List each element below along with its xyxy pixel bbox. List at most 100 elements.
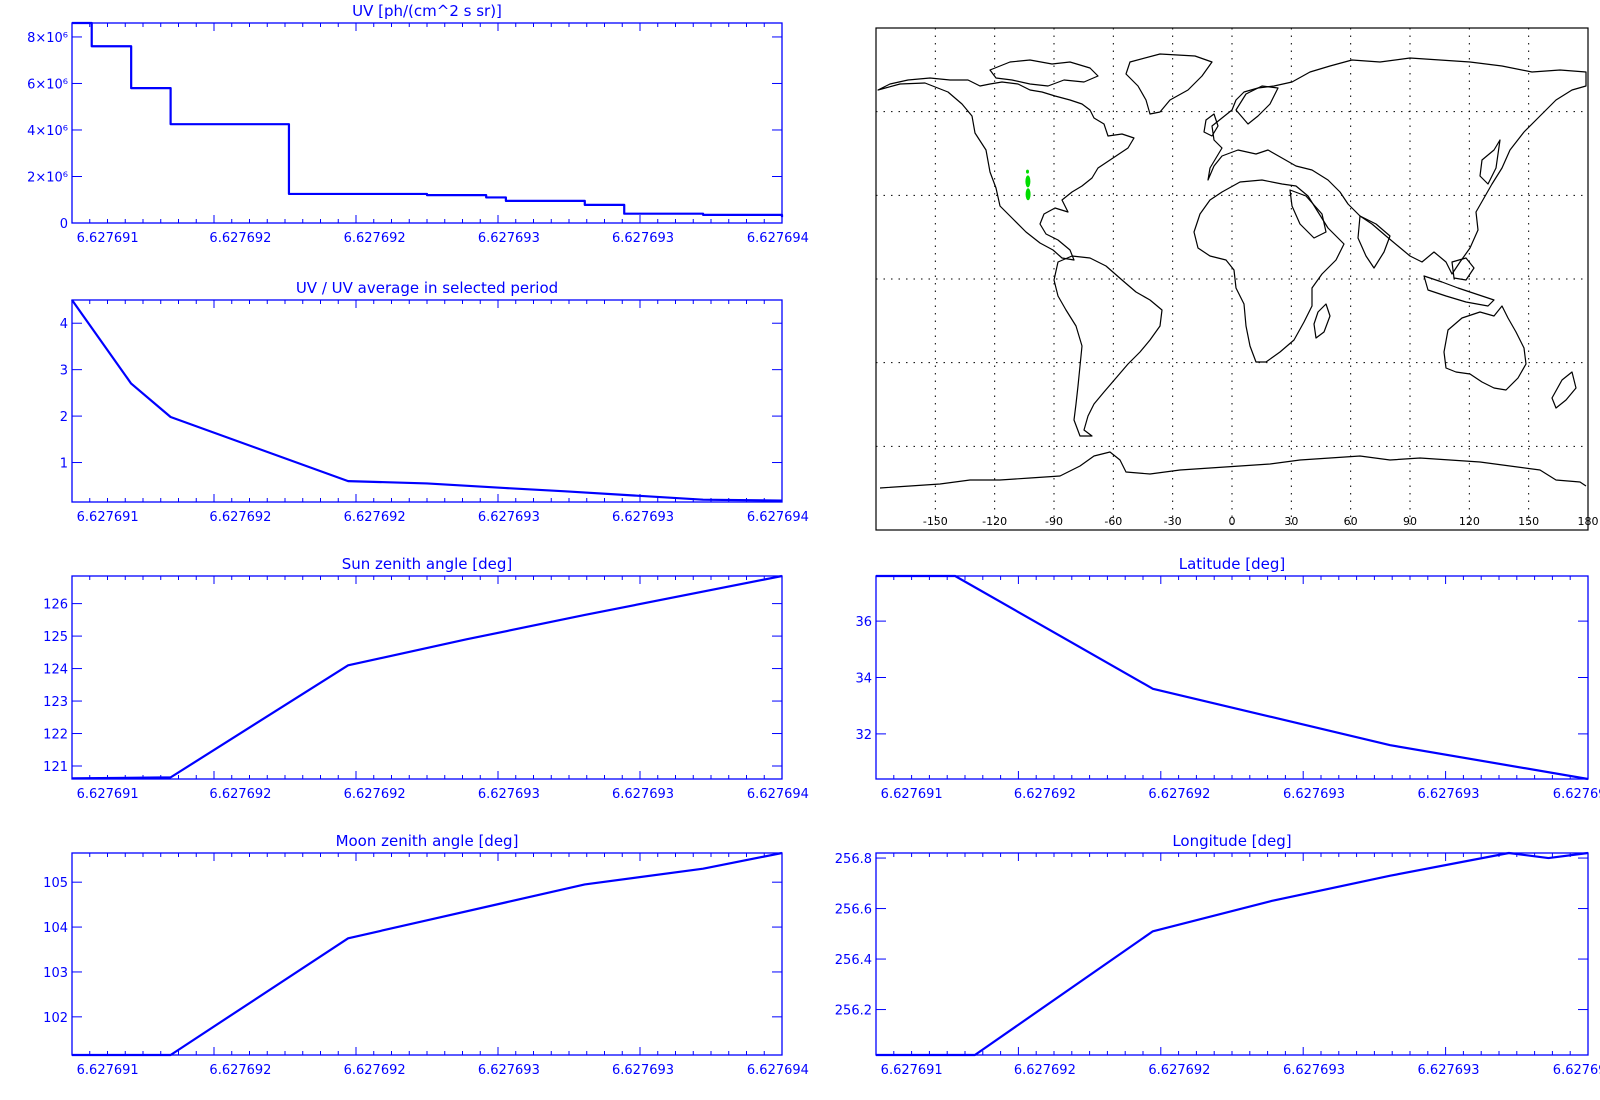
x-tick-label: 6.627694 xyxy=(747,510,809,525)
map-lon-label: -150 xyxy=(923,515,948,528)
y-tick-label: 105 xyxy=(43,876,68,891)
x-tick-label: 6.627693 xyxy=(1418,787,1480,802)
orbit-track-point xyxy=(1025,188,1031,201)
series-line-sun-zenith xyxy=(71,574,783,780)
y-tick-label: 103 xyxy=(43,966,68,981)
coastline-new-zealand xyxy=(1551,371,1577,409)
y-tick-label: 34 xyxy=(855,672,872,687)
x-tick-label: 6.627693 xyxy=(612,510,674,525)
chart-title: Longitude [deg] xyxy=(1172,832,1291,850)
x-tick-label: 6.627693 xyxy=(478,1063,540,1078)
y-tick-label: 6×10⁶ xyxy=(27,77,68,92)
x-tick-label: 6.627694 xyxy=(747,1063,809,1078)
coastline-japan xyxy=(1479,139,1501,185)
y-tick-label: 32 xyxy=(855,728,872,743)
x-tick-label: 6.627692 xyxy=(344,787,406,802)
world-coastlines xyxy=(877,53,1587,489)
x-tick-label: 6.627694 xyxy=(747,231,809,246)
series-line-longitude xyxy=(876,851,1589,1057)
chart-title: UV / UV average in selected period xyxy=(296,279,558,297)
charts-layer: UV [ph/(cm^2 s sr)] 6.627691 6.627692 6.627… xyxy=(27,2,1600,1078)
map-lon-label: -90 xyxy=(1045,515,1063,528)
chart-uv: UV [ph/(cm^2 s sr)] 6.627691 6.627692 6.627… xyxy=(27,2,809,246)
y-tick-label: 2 xyxy=(60,410,68,425)
y-tick-label: 8×10⁶ xyxy=(27,31,68,46)
chart-uv-ratio: UV / UV average in selected period 6.6276… xyxy=(60,279,809,525)
y-tick-label: 102 xyxy=(43,1011,68,1026)
coastline-india xyxy=(1357,215,1391,269)
y-tick-label: 125 xyxy=(43,630,68,645)
coastline-eurasia xyxy=(1207,57,1587,275)
x-tick-label: 6.627694 xyxy=(1553,787,1600,802)
series-line-uv-ratio xyxy=(71,299,783,502)
chart-title: Moon zenith angle [deg] xyxy=(336,832,519,850)
x-tick-label: 6.627691 xyxy=(77,231,139,246)
x-tick-label: 6.627691 xyxy=(881,1063,943,1078)
x-tick-label: 6.627693 xyxy=(478,231,540,246)
x-tick-label: 6.627692 xyxy=(209,510,271,525)
y-tick-label: 256.2 xyxy=(835,1004,872,1019)
map-lon-label: -60 xyxy=(1104,515,1122,528)
y-tick-label: 122 xyxy=(43,728,68,743)
orbit-track-point xyxy=(1025,169,1029,174)
x-tick-label: 6.627694 xyxy=(747,787,809,802)
coastline-south-america xyxy=(1053,255,1163,437)
map-gridlines xyxy=(876,28,1588,530)
y-tick-label: 0 xyxy=(60,217,68,232)
x-tick-label: 6.627694 xyxy=(1553,1063,1600,1078)
coastline-antarctica xyxy=(879,451,1587,489)
chart-title: UV [ph/(cm^2 s sr)] xyxy=(352,2,502,20)
map-lon-label: 0 xyxy=(1229,515,1236,528)
y-tick-label: 4×10⁶ xyxy=(27,124,68,139)
x-tick-label: 6.627693 xyxy=(1418,1063,1480,1078)
x-tick-label: 6.627693 xyxy=(1283,787,1345,802)
coastline-scandinavia xyxy=(1235,85,1279,125)
x-tick-label: 6.627693 xyxy=(612,231,674,246)
x-tick-label: 6.627693 xyxy=(478,510,540,525)
world-map-panel: -150 -120 -90 -60 -30 0 30 60 90 120 150 180 xyxy=(875,27,1599,531)
series-line-uv xyxy=(72,21,784,218)
y-tick-label: 1 xyxy=(60,457,68,472)
x-tick-label: 6.627692 xyxy=(209,1063,271,1078)
map-lon-label: 150 xyxy=(1518,515,1539,528)
coastline-borneo xyxy=(1451,257,1475,281)
map-longitude-axis: -150 -120 -90 -60 -30 0 30 60 90 120 150 180 xyxy=(923,515,1599,528)
chart-latitude: Latitude [deg] 6.627691 6.627692 6.627692 6.… xyxy=(855,555,1600,802)
x-tick-label: 6.627691 xyxy=(77,787,139,802)
series-line-latitude xyxy=(876,574,1589,781)
map-lon-label: 60 xyxy=(1344,515,1358,528)
x-tick-label: 6.627693 xyxy=(478,787,540,802)
coastline-british-isles xyxy=(1203,113,1219,137)
x-tick-label: 6.627693 xyxy=(1283,1063,1345,1078)
coastline-indonesia xyxy=(1423,275,1495,307)
x-tick-label: 6.627691 xyxy=(77,1063,139,1078)
y-tick-label: 126 xyxy=(43,598,68,613)
orbit-track xyxy=(1025,169,1031,201)
chart-longitude: Longitude [deg] 6.627691 6.627692 6.627692 6… xyxy=(835,832,1600,1078)
y-tick-label: 256.6 xyxy=(835,903,872,918)
x-tick-label: 6.627692 xyxy=(209,231,271,246)
x-tick-label: 6.627692 xyxy=(344,231,406,246)
orbit-track-point xyxy=(1025,175,1031,188)
y-tick-label: 3 xyxy=(60,364,68,379)
y-tick-label: 123 xyxy=(43,695,68,710)
map-lon-label: 30 xyxy=(1284,515,1298,528)
coastline-north-america xyxy=(877,77,1135,261)
x-tick-label: 6.627691 xyxy=(77,510,139,525)
y-tick-label: 36 xyxy=(855,615,872,630)
coastline-greenland xyxy=(1125,53,1213,115)
map-lon-label: -120 xyxy=(982,515,1007,528)
x-tick-label: 6.627691 xyxy=(881,787,943,802)
x-tick-label: 6.627692 xyxy=(344,1063,406,1078)
y-tick-label: 256.8 xyxy=(835,852,872,867)
y-tick-label: 2×10⁶ xyxy=(27,170,68,185)
y-tick-label: 256.4 xyxy=(835,953,872,968)
y-tick-label: 121 xyxy=(43,760,68,775)
y-tick-label: 4 xyxy=(60,317,68,332)
coastline-arctic-islands xyxy=(989,59,1099,87)
y-tick-label: 124 xyxy=(43,663,68,678)
series-line-moon-zenith xyxy=(72,851,783,1057)
x-tick-label: 6.627693 xyxy=(612,787,674,802)
map-lon-label: 180 xyxy=(1578,515,1599,528)
